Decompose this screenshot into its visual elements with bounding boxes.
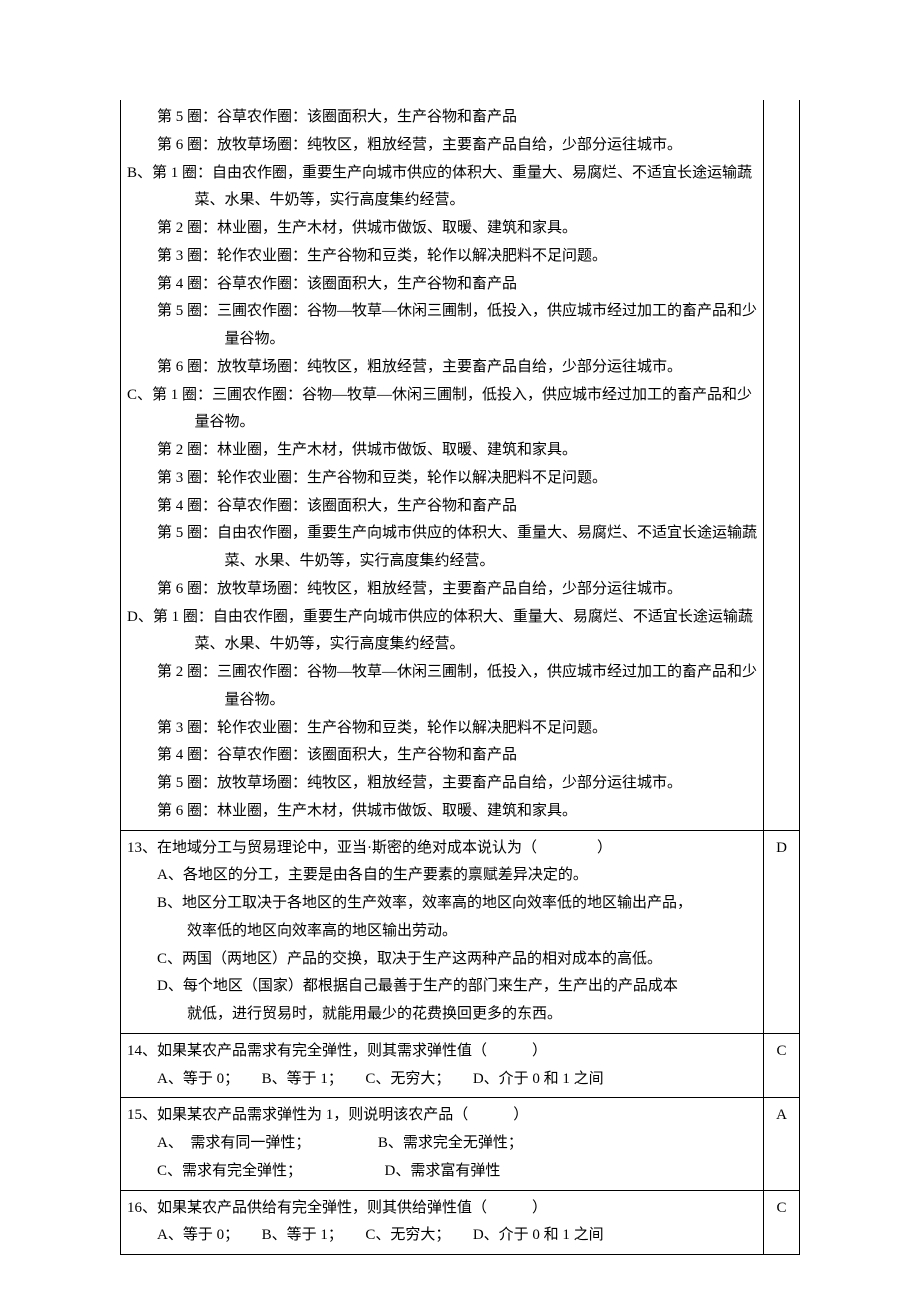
question-line: 第 6 圈：放牧草场圈：纯牧区，粗放经营，主要畜产品自给，少部分运往城市。	[127, 132, 757, 160]
question-line: 14、如果某农产品需求有完全弹性，则其需求弹性值（ ）	[127, 1038, 757, 1066]
answer-cell: C	[764, 1190, 800, 1255]
question-line: A、 需求有同一弹性； B、需求完全无弹性；	[127, 1130, 757, 1158]
question-cell: 15、如果某农产品需求弹性为 1，则说明该农产品（ ）A、 需求有同一弹性； B…	[121, 1098, 764, 1190]
question-line: C、第 1 圈：三圃农作圈：谷物—牧草—休闲三圃制，低投入，供应城市经过加工的畜…	[127, 382, 757, 438]
question-line: 第 5 圈：放牧草场圈：纯牧区，粗放经营，主要畜产品自给，少部分运往城市。	[127, 770, 757, 798]
question-line: A、等于 0； B、等于 1； C、无穷大； D、介于 0 和 1 之间	[127, 1222, 757, 1250]
question-line: 第 5 圈：自由农作圈，重要生产向城市供应的体积大、重量大、易腐烂、不适宜长途运…	[127, 520, 757, 576]
question-line: 第 5 圈：三圃农作圈：谷物—牧草—休闲三圃制，低投入，供应城市经过加工的畜产品…	[127, 298, 757, 354]
question-line: 第 6 圈：放牧草场圈：纯牧区，粗放经营，主要畜产品自给，少部分运往城市。	[127, 354, 757, 382]
question-line: A、等于 0； B、等于 1； C、无穷大； D、介于 0 和 1 之间	[127, 1066, 757, 1094]
answer-cell: D	[764, 830, 800, 1033]
question-line: C、需求有完全弹性； D、需求富有弹性	[127, 1158, 757, 1186]
question-cell: 14、如果某农产品需求有完全弹性，则其需求弹性值（ ）A、等于 0； B、等于 …	[121, 1033, 764, 1098]
question-line: 第 3 圈：轮作农业圈：生产谷物和豆类，轮作以解决肥料不足问题。	[127, 715, 757, 743]
question-line: 就低，进行贸易时，就能用最少的花费换回更多的东西。	[127, 1001, 757, 1029]
table-row: 14、如果某农产品需求有完全弹性，则其需求弹性值（ ）A、等于 0； B、等于 …	[121, 1033, 800, 1098]
question-line: 第 4 圈：谷草农作圈：该圈面积大，生产谷物和畜产品	[127, 493, 757, 521]
question-table: 第 5 圈：谷草农作圈：该圈面积大，生产谷物和畜产品第 6 圈：放牧草场圈：纯牧…	[120, 100, 800, 1255]
question-line: 13、在地域分工与贸易理论中，亚当·斯密的绝对成本说认为（ ）	[127, 835, 757, 863]
question-line: 第 4 圈：谷草农作圈：该圈面积大，生产谷物和畜产品	[127, 742, 757, 770]
answer-cell: C	[764, 1033, 800, 1098]
question-line: 效率低的地区向效率高的地区输出劳动。	[127, 918, 757, 946]
question-line: B、地区分工取决于各地区的生产效率，效率高的地区向效率低的地区输出产品，	[127, 890, 757, 918]
question-line: 第 3 圈：轮作农业圈：生产谷物和豆类，轮作以解决肥料不足问题。	[127, 465, 757, 493]
question-line: 第 3 圈：轮作农业圈：生产谷物和豆类，轮作以解决肥料不足问题。	[127, 243, 757, 271]
table-row: 15、如果某农产品需求弹性为 1，则说明该农产品（ ）A、 需求有同一弹性； B…	[121, 1098, 800, 1190]
question-line: D、每个地区（国家）都根据自己最善于生产的部门来生产，生产出的产品成本	[127, 973, 757, 1001]
question-line: 第 2 圈：林业圈，生产木材，供城市做饭、取暖、建筑和家具。	[127, 437, 757, 465]
answer-cell	[764, 100, 800, 830]
question-line: 15、如果某农产品需求弹性为 1，则说明该农产品（ ）	[127, 1102, 757, 1130]
question-line: D、第 1 圈：自由农作圈，重要生产向城市供应的体积大、重量大、易腐烂、不适宜长…	[127, 604, 757, 660]
question-cell: 13、在地域分工与贸易理论中，亚当·斯密的绝对成本说认为（ ）A、各地区的分工，…	[121, 830, 764, 1033]
question-cell: 第 5 圈：谷草农作圈：该圈面积大，生产谷物和畜产品第 6 圈：放牧草场圈：纯牧…	[121, 100, 764, 830]
question-cell: 16、如果某农产品供给有完全弹性，则其供给弹性值（ ）A、等于 0； B、等于 …	[121, 1190, 764, 1255]
question-line: 第 2 圈：三圃农作圈：谷物—牧草—休闲三圃制，低投入，供应城市经过加工的畜产品…	[127, 659, 757, 715]
table-row: 第 5 圈：谷草农作圈：该圈面积大，生产谷物和畜产品第 6 圈：放牧草场圈：纯牧…	[121, 100, 800, 830]
question-line: 16、如果某农产品供给有完全弹性，则其供给弹性值（ ）	[127, 1195, 757, 1223]
question-line: 第 2 圈：林业圈，生产木材，供城市做饭、取暖、建筑和家具。	[127, 215, 757, 243]
answer-cell: A	[764, 1098, 800, 1190]
question-line: A、各地区的分工，主要是由各自的生产要素的禀赋差异决定的。	[127, 862, 757, 890]
question-line: 第 5 圈：谷草农作圈：该圈面积大，生产谷物和畜产品	[127, 104, 757, 132]
question-line: 第 4 圈：谷草农作圈：该圈面积大，生产谷物和畜产品	[127, 271, 757, 299]
question-line: 第 6 圈：放牧草场圈：纯牧区，粗放经营，主要畜产品自给，少部分运往城市。	[127, 576, 757, 604]
question-line: C、两国（两地区）产品的交换，取决于生产这两种产品的相对成本的高低。	[127, 946, 757, 974]
table-row: 16、如果某农产品供给有完全弹性，则其供给弹性值（ ）A、等于 0； B、等于 …	[121, 1190, 800, 1255]
question-line: B、第 1 圈：自由农作圈，重要生产向城市供应的体积大、重量大、易腐烂、不适宜长…	[127, 160, 757, 216]
table-row: 13、在地域分工与贸易理论中，亚当·斯密的绝对成本说认为（ ）A、各地区的分工，…	[121, 830, 800, 1033]
question-line: 第 6 圈：林业圈，生产木材，供城市做饭、取暖、建筑和家具。	[127, 798, 757, 826]
